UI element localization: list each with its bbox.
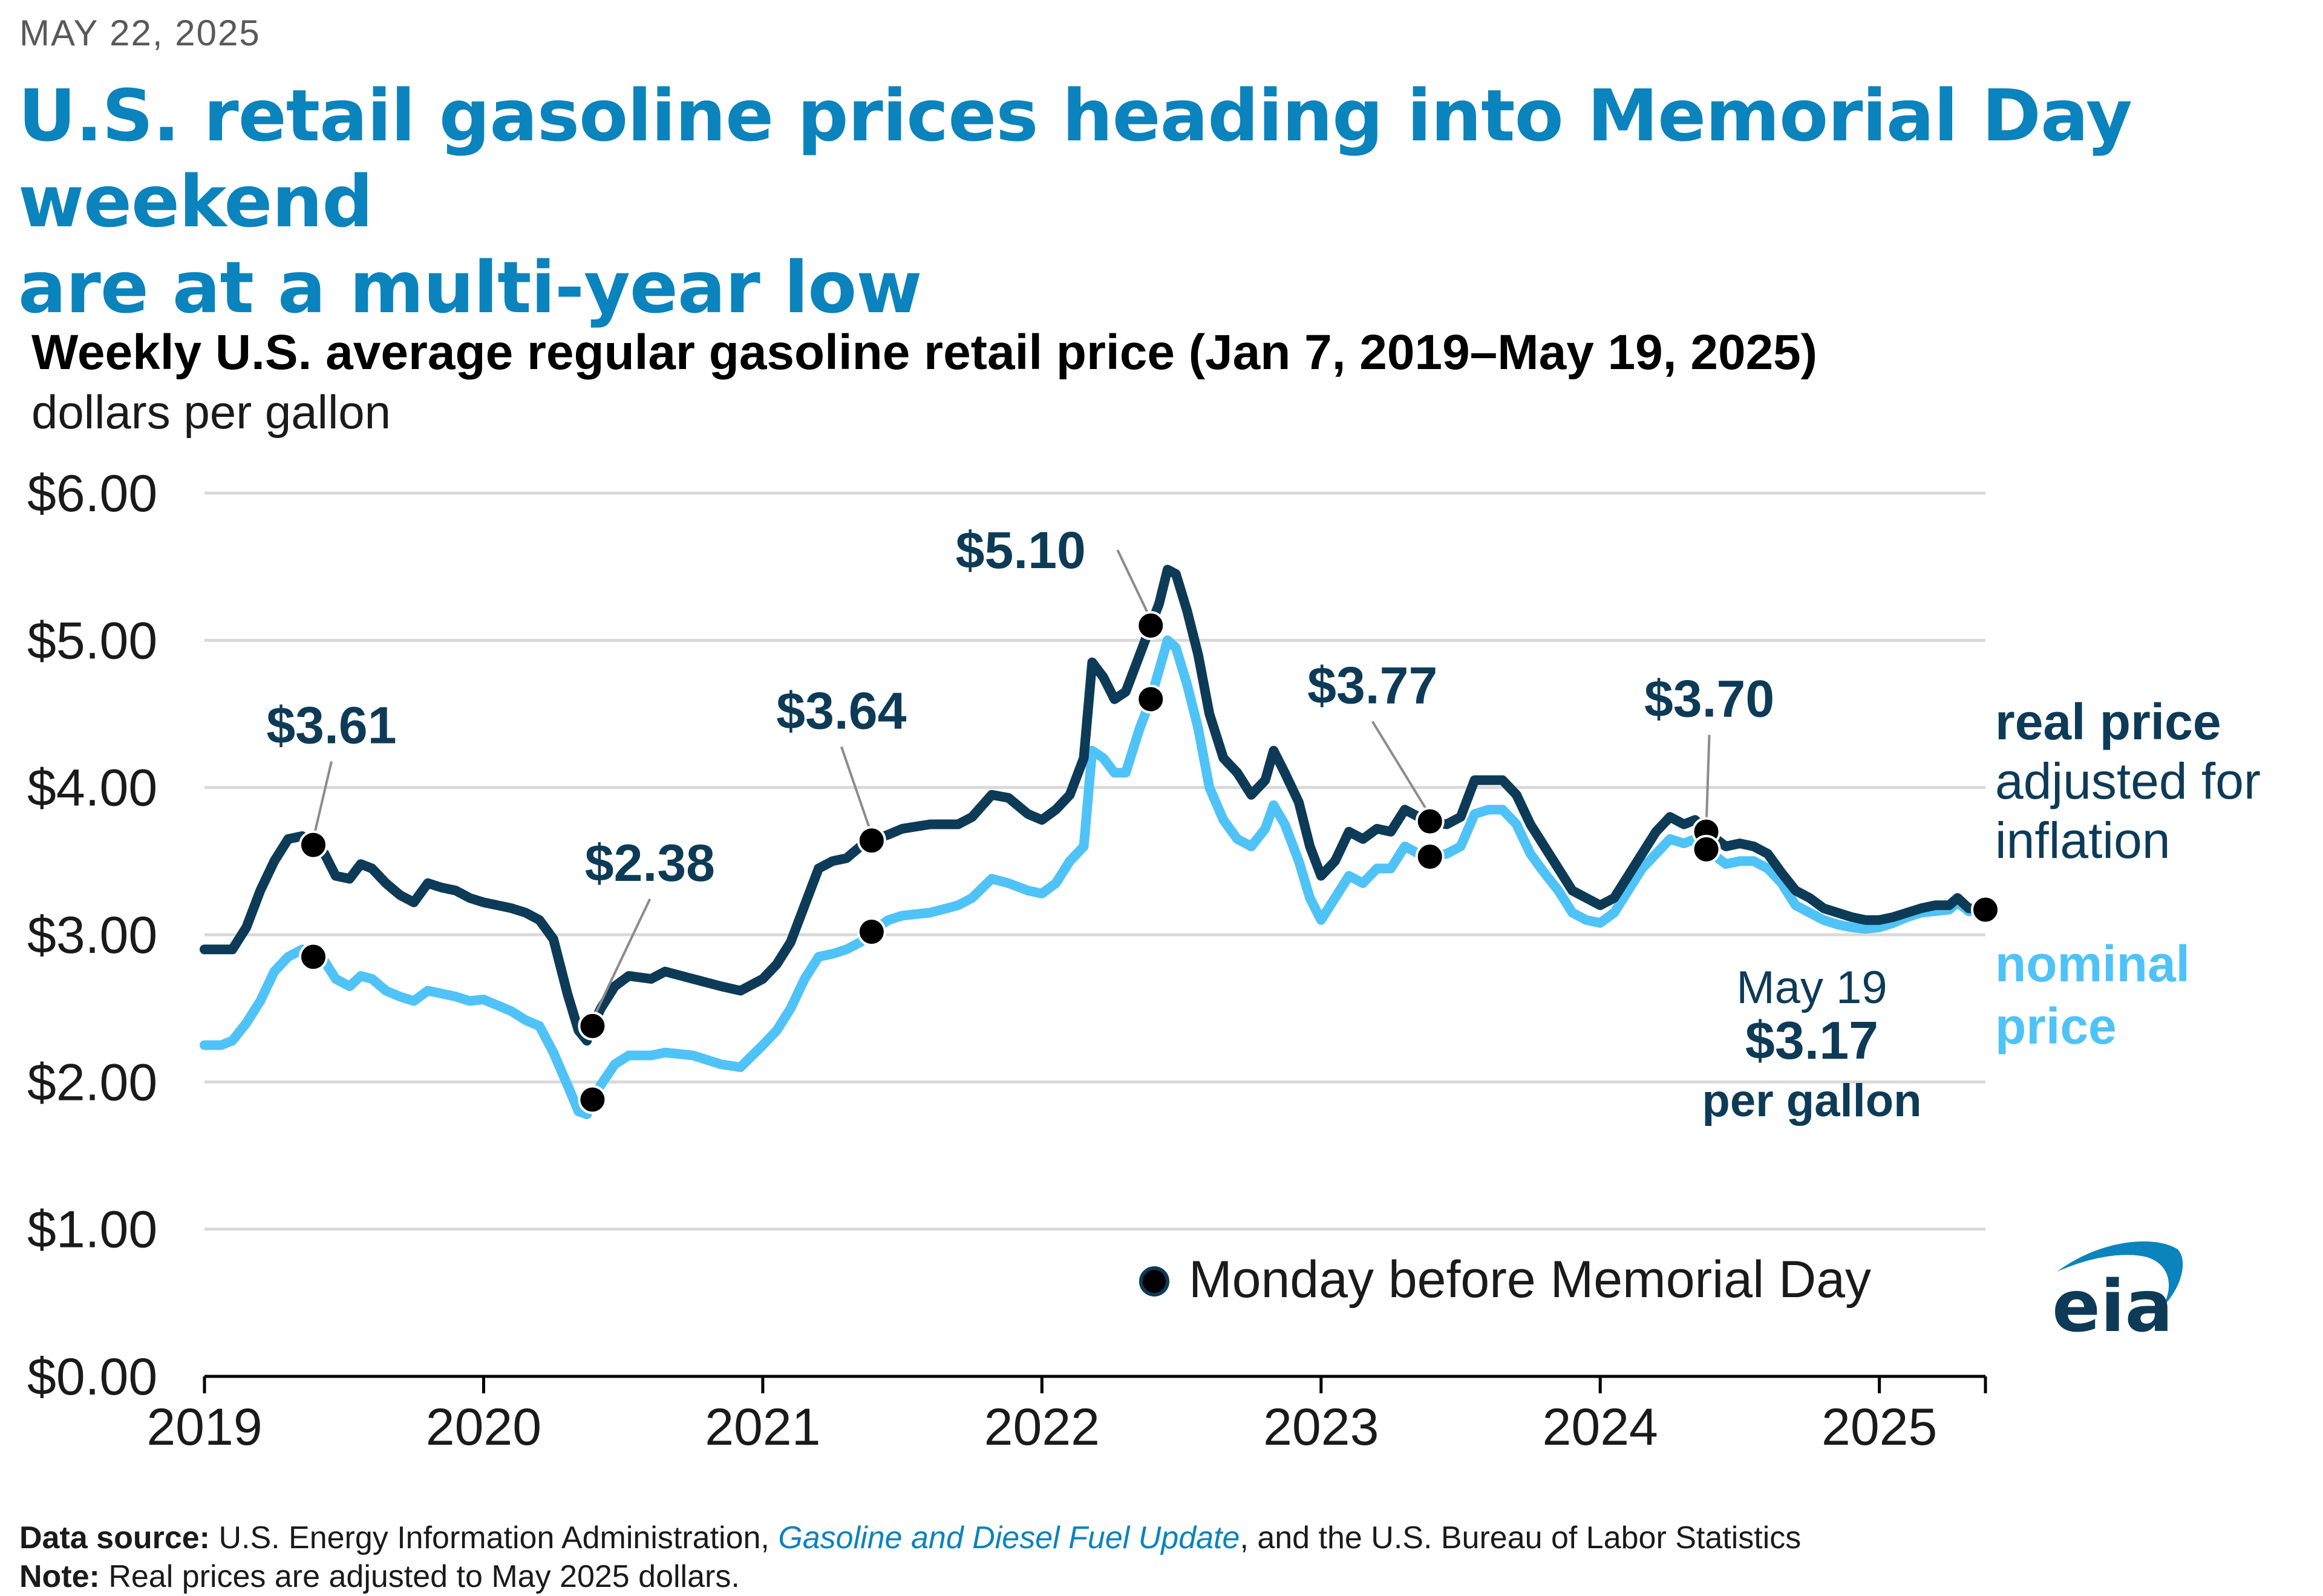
real-price-line — [200, 564, 1990, 1046]
x-tick-label: 2022 — [984, 1398, 1100, 1456]
x-tick-label: 2019 — [146, 1398, 262, 1456]
data-source-link[interactable]: Gasoline and Diesel Fuel Update — [778, 1520, 1240, 1555]
annotation-leader — [1116, 549, 1152, 620]
real-price-marker — [1415, 806, 1445, 836]
legend-marker — [1139, 1266, 1169, 1297]
x-tick-label: 2025 — [1821, 1398, 1937, 1456]
x-tick-label: 2024 — [1543, 1398, 1658, 1456]
annotation-leader — [312, 761, 333, 840]
nominal-price-label-line-1: nominal — [1995, 935, 2190, 992]
data-source-text-2: , and the U.S. Bureau of Labor Statistic… — [1240, 1520, 1802, 1555]
annotation-leader — [1371, 721, 1431, 816]
headline-line-2: are at a multi-year low — [18, 246, 922, 329]
note-line: Note: Real prices are adjusted to May 20… — [19, 1557, 1801, 1596]
nominal-price-marker — [298, 942, 328, 972]
annotations: $3.61 $2.38 $3.64 $5.10 $3.77 $3.70 — [266, 522, 1774, 892]
y-axis-ticks: $0.00 $1.00 $2.00 $3.00 $4.00 $5.00 $6.00 — [27, 465, 157, 1406]
y-tick-label: $3.00 — [27, 906, 157, 964]
x-axis: 2019 2020 2021 2022 2023 2024 2025 — [146, 1375, 1987, 1456]
nominal-price-label-line-2: price — [1995, 998, 2117, 1055]
nominal-price-marker — [1415, 842, 1445, 872]
y-tick-label: $4.00 — [27, 759, 157, 817]
memorial-day-markers — [298, 611, 2000, 1114]
x-tick-label: 2023 — [1263, 1398, 1379, 1456]
chart-footer: Data source: U.S. Energy Information Adm… — [19, 1519, 1801, 1596]
annotation-leader — [1705, 734, 1711, 826]
y-tick-label: $0.00 — [27, 1348, 157, 1406]
x-tick-label: 2020 — [426, 1398, 541, 1456]
headline-line-1: U.S. retail gasoline prices heading into… — [18, 74, 2132, 243]
nominal-price-marker — [1136, 684, 1166, 714]
eia-logo-text: eia — [2052, 1264, 2173, 1348]
latest-value-label: $3.17 — [1745, 1010, 1878, 1070]
chart-title: Weekly U.S. average regular gasoline ret… — [31, 325, 1817, 380]
chart-units-label: dollars per gallon — [31, 385, 391, 439]
series-lines — [200, 564, 1990, 1119]
real-price-label-bold: real price — [1995, 693, 2221, 750]
real-price-marker — [578, 1011, 607, 1041]
nominal-price-line — [200, 635, 1990, 1119]
eia-logo-swoosh — [2057, 1241, 2183, 1307]
data-source-line: Data source: U.S. Energy Information Adm… — [19, 1519, 1801, 1557]
y-tick-label: $2.00 — [27, 1053, 157, 1111]
headline: U.S. retail gasoline prices heading into… — [18, 73, 2317, 330]
annotation-label: $3.70 — [1644, 670, 1774, 728]
real-price-marker — [298, 830, 328, 860]
data-source-label: Data source: — [19, 1520, 210, 1555]
annotation-label: $3.77 — [1307, 657, 1437, 715]
y-tick-label: $1.00 — [27, 1201, 157, 1259]
y-tick-label: $5.00 — [27, 612, 157, 670]
real-price-label-line-2: adjusted for — [1995, 753, 2261, 809]
real-price-label-line-3: inflation — [1995, 812, 2171, 869]
publication-date: MAY 22, 2025 — [19, 13, 261, 53]
x-tick-label: 2021 — [705, 1398, 820, 1456]
annotation-label: $3.61 — [266, 697, 396, 755]
annotation-label: $3.64 — [776, 682, 906, 740]
legend-label: Monday before Memorial Day — [1189, 1251, 1871, 1309]
real-price-marker — [857, 826, 886, 855]
annotation-leaders — [312, 549, 1711, 1021]
annotation-leader — [840, 746, 873, 835]
latest-date-label: May 19 — [1736, 962, 1887, 1013]
data-source-text-1: U.S. Energy Information Administration, — [210, 1520, 779, 1555]
y-tick-label: $6.00 — [27, 465, 157, 523]
real-price-marker — [1971, 895, 2000, 924]
annotation-leader — [591, 898, 652, 1021]
gridlines — [204, 491, 1985, 1231]
latest-unit-label: per gallon — [1702, 1075, 1921, 1127]
annotation-label: $5.10 — [956, 522, 1086, 580]
note-label: Note: — [19, 1559, 100, 1594]
nominal-price-marker — [857, 917, 886, 947]
eia-logo: eia — [2052, 1241, 2183, 1348]
nominal-price-marker — [578, 1085, 607, 1114]
note-text: Real prices are adjusted to May 2025 dol… — [99, 1559, 740, 1594]
nominal-price-marker — [1691, 834, 1721, 864]
annotation-label: $2.38 — [585, 834, 715, 892]
real-price-marker — [1136, 611, 1166, 640]
